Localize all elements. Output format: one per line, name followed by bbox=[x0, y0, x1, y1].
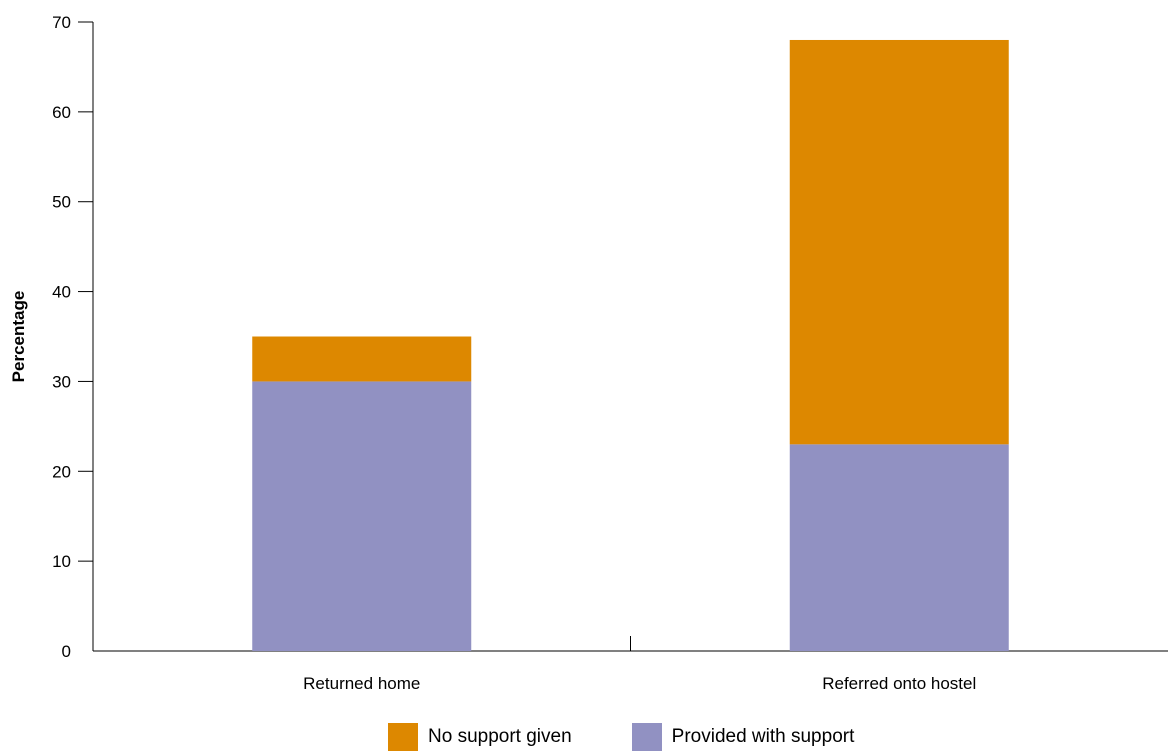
bar-no-support-given-0 bbox=[252, 336, 472, 382]
legend-label-provided-support: Provided with support bbox=[671, 726, 855, 747]
y-tick-label: 10 bbox=[52, 552, 71, 571]
bar-provided-with-support-0 bbox=[252, 381, 472, 651]
y-tick-label: 50 bbox=[52, 193, 71, 212]
bar-no-support-given-1 bbox=[789, 39, 1009, 445]
x-tick-label: Referred onto hostel bbox=[822, 674, 976, 693]
legend: No support given Provided with support bbox=[388, 723, 854, 751]
y-tick-label: 40 bbox=[52, 283, 71, 302]
y-tick-label: 0 bbox=[62, 642, 71, 661]
legend-label-no-support: No support given bbox=[428, 726, 572, 747]
bars bbox=[252, 39, 1009, 651]
legend-item-no-support: No support given bbox=[388, 723, 572, 751]
bar-provided-with-support-1 bbox=[789, 444, 1009, 651]
legend-swatch-no-support bbox=[388, 723, 418, 751]
y-tick-label: 20 bbox=[52, 462, 71, 481]
y-axis: 0 10 20 30 40 50 60 70 bbox=[52, 13, 94, 661]
y-tick-label: 30 bbox=[52, 372, 71, 391]
y-axis-title: Percentage bbox=[9, 291, 28, 383]
y-tick-label: 70 bbox=[52, 13, 71, 32]
x-tick-label: Returned home bbox=[303, 674, 420, 693]
legend-swatch-provided-support bbox=[631, 723, 662, 751]
y-tick-label: 60 bbox=[52, 103, 71, 122]
legend-item-provided-support: Provided with support bbox=[631, 723, 855, 751]
